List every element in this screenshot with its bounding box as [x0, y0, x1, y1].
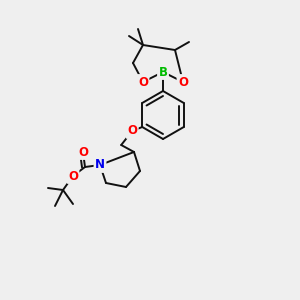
Text: O: O: [78, 146, 88, 158]
Text: N: N: [95, 158, 105, 172]
Text: O: O: [68, 169, 78, 182]
Text: O: O: [178, 76, 188, 88]
Text: B: B: [158, 65, 167, 79]
Text: O: O: [127, 124, 137, 137]
Text: O: O: [138, 76, 148, 88]
